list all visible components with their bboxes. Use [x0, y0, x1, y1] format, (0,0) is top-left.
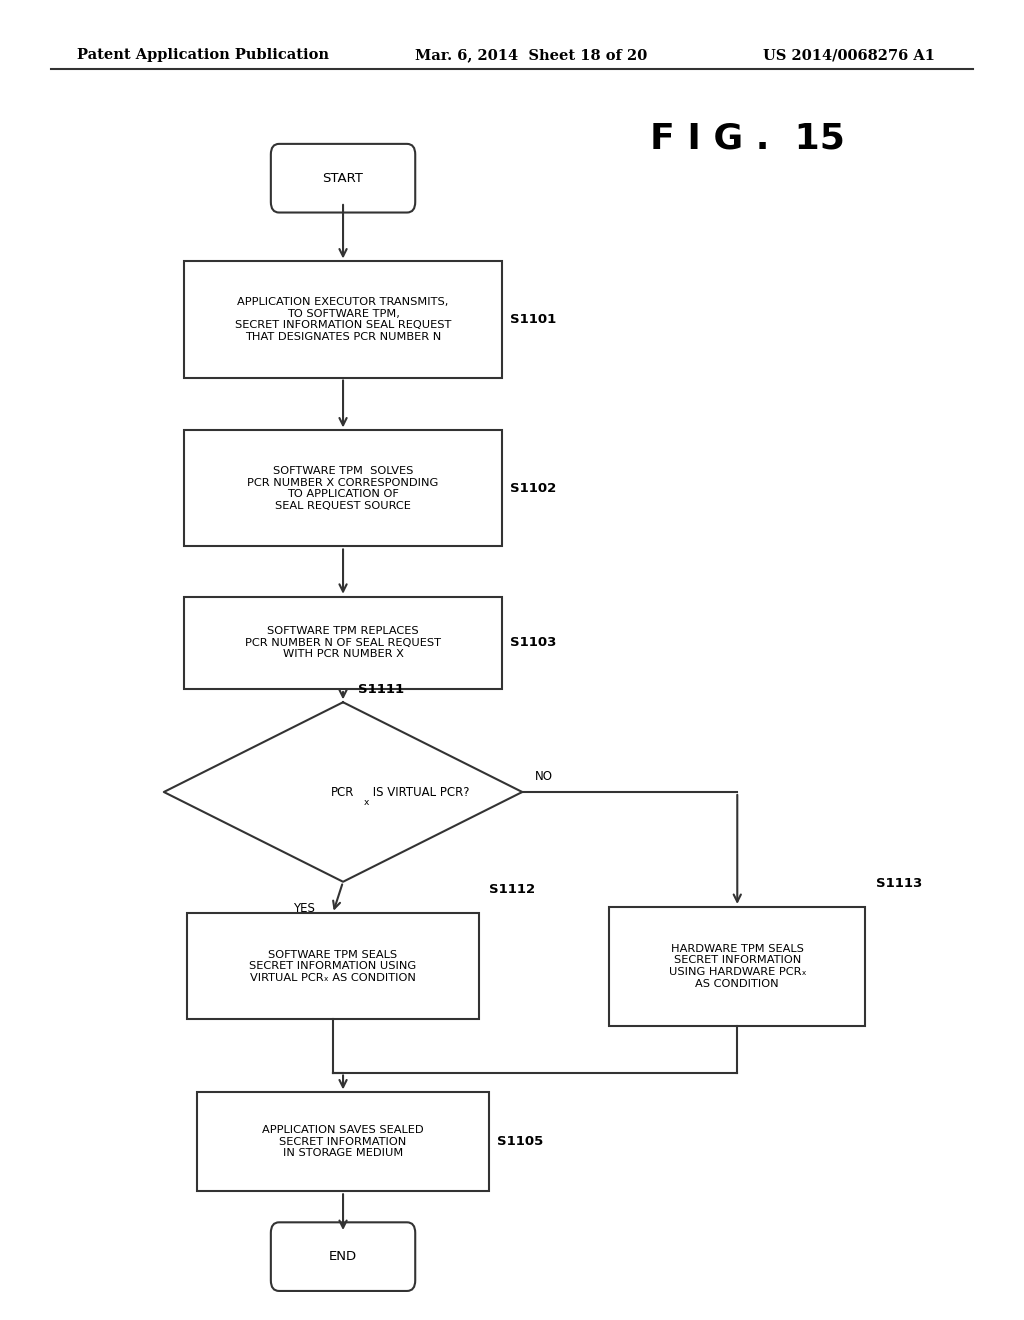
Text: S1103: S1103 [510, 636, 556, 649]
Text: S1111: S1111 [358, 682, 404, 696]
Text: SOFTWARE TPM REPLACES
PCR NUMBER N OF SEAL REQUEST
WITH PCR NUMBER X: SOFTWARE TPM REPLACES PCR NUMBER N OF SE… [245, 626, 441, 660]
Bar [609, 907, 865, 1026]
FancyBboxPatch shape [270, 144, 416, 213]
Text: YES: YES [293, 902, 315, 915]
Text: S1102: S1102 [510, 482, 556, 495]
Text: NO: NO [535, 770, 553, 783]
Text: S1105: S1105 [498, 1135, 544, 1148]
Text: S1113: S1113 [876, 876, 922, 890]
Text: S1101: S1101 [510, 313, 556, 326]
Text: START: START [323, 172, 364, 185]
Text: Patent Application Publication: Patent Application Publication [77, 49, 329, 62]
Bar [198, 1093, 489, 1191]
FancyBboxPatch shape [270, 1222, 416, 1291]
Text: F I G .  15: F I G . 15 [650, 121, 845, 156]
Text: PCR: PCR [332, 785, 354, 799]
Text: S1112: S1112 [489, 883, 536, 896]
Text: Mar. 6, 2014  Sheet 18 of 20: Mar. 6, 2014 Sheet 18 of 20 [415, 49, 647, 62]
Text: END: END [329, 1250, 357, 1263]
Bar [184, 597, 502, 689]
Bar [184, 261, 502, 378]
Text: x: x [364, 797, 370, 807]
Text: SOFTWARE TPM  SOLVES
PCR NUMBER X CORRESPONDING
TO APPLICATION OF
SEAL REQUEST S: SOFTWARE TPM SOLVES PCR NUMBER X CORRESP… [248, 466, 438, 511]
Text: SOFTWARE TPM SEALS
SECRET INFORMATION USING
VIRTUAL PCRₓ AS CONDITION: SOFTWARE TPM SEALS SECRET INFORMATION US… [249, 949, 417, 983]
Text: US 2014/0068276 A1: US 2014/0068276 A1 [763, 49, 935, 62]
Bar [187, 913, 479, 1019]
Bar [184, 430, 502, 546]
Text: IS VIRTUAL PCR?: IS VIRTUAL PCR? [370, 785, 470, 799]
Text: HARDWARE TPM SEALS
SECRET INFORMATION
USING HARDWARE PCRₓ
AS CONDITION: HARDWARE TPM SEALS SECRET INFORMATION US… [669, 944, 806, 989]
Text: APPLICATION EXECUTOR TRANSMITS,
TO SOFTWARE TPM,
SECRET INFORMATION SEAL REQUEST: APPLICATION EXECUTOR TRANSMITS, TO SOFTW… [234, 297, 452, 342]
Text: APPLICATION SAVES SEALED
SECRET INFORMATION
IN STORAGE MEDIUM: APPLICATION SAVES SEALED SECRET INFORMAT… [262, 1125, 424, 1159]
